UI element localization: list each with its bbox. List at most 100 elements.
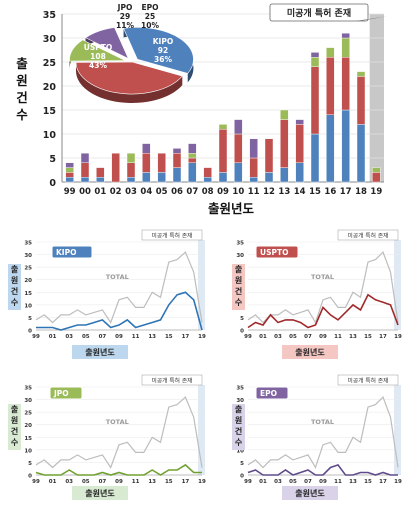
- annotation-text: 미공개 특허 존재: [151, 232, 192, 240]
- x-tick-label: 15: [309, 187, 321, 197]
- bar-uspto: [96, 167, 105, 178]
- bar-kipo: [218, 172, 228, 183]
- x-tick-label: 09: [115, 334, 123, 340]
- x-tick-label: 09: [115, 479, 123, 485]
- x-tick-label: 01: [49, 334, 57, 340]
- bar-uspto: [80, 162, 90, 178]
- annotation-box: [337, 374, 399, 386]
- y-tick-label: 30: [24, 398, 32, 404]
- x-tick-label: 01: [259, 479, 267, 485]
- y-axis-title-box: [8, 264, 21, 310]
- bar-uspto: [126, 162, 136, 178]
- x-tick-label: 11: [132, 479, 140, 485]
- pie-slice-uspto: [75, 61, 183, 95]
- y-tick-label: 10: [24, 448, 32, 454]
- x-tick-label: 17: [182, 479, 190, 485]
- x-axis-title: 출원년도: [295, 488, 325, 498]
- x-tick-label: 13: [278, 187, 290, 197]
- y-tick-label: 0: [240, 474, 244, 480]
- bar-uspto: [372, 172, 381, 183]
- bar-jpo: [326, 47, 335, 58]
- kipo-series-line: [36, 291, 203, 331]
- x-tick-label: 11: [334, 334, 342, 340]
- y-tick-label: 30: [24, 253, 32, 259]
- bar-uspto: [264, 138, 274, 173]
- x-tick-label: 19: [394, 334, 402, 340]
- x-tick-label: 06: [171, 187, 183, 197]
- x-tick-label: 03: [125, 187, 137, 197]
- unpublished-region: [369, 14, 384, 182]
- x-tick-label: 03: [65, 479, 73, 485]
- bar-uspto: [249, 157, 258, 178]
- x-tick-label: 09: [319, 479, 327, 485]
- x-tick-label: 19: [198, 334, 206, 340]
- x-tick-label: 19: [198, 479, 206, 485]
- bar-uspto: [341, 57, 350, 111]
- office-label: USPTO: [260, 248, 288, 257]
- office-label: KIPO: [56, 248, 76, 257]
- bar-uspto: [157, 152, 166, 173]
- x-tick-label: 02: [110, 187, 122, 197]
- x-tick-label: 03: [274, 334, 282, 340]
- bar-uspto: [65, 172, 74, 178]
- bar-uspto: [356, 76, 366, 125]
- x-tick-label: 99: [64, 187, 76, 197]
- x-tick-label: 11: [334, 479, 342, 485]
- x-tick-label: 13: [349, 334, 357, 340]
- bar-epo: [234, 119, 243, 135]
- x-tick-label: 10: [232, 187, 244, 197]
- y-tick-label: 10: [43, 130, 57, 141]
- x-tick-label: 17: [182, 334, 190, 340]
- office-label-box: [255, 386, 289, 400]
- x-tick-label: 16: [324, 187, 336, 197]
- office-label: EPO: [260, 389, 277, 398]
- y-tick-label: 0: [28, 474, 32, 480]
- y-tick-label: 15: [24, 436, 32, 442]
- annotation-box: [141, 229, 203, 241]
- x-tick-label: 05: [82, 479, 90, 485]
- bar-kipo: [172, 167, 182, 183]
- epo-series-line: [247, 463, 398, 476]
- office-label-box: [255, 245, 299, 259]
- y-tick-label: 35: [24, 386, 32, 392]
- bar-uspto: [280, 119, 289, 168]
- x-tick-label: 05: [289, 334, 297, 340]
- bar-kipo: [157, 172, 166, 183]
- total-series-label: TOTAL: [311, 273, 334, 281]
- bar-epo: [249, 138, 258, 159]
- bar-uspto: [142, 152, 151, 173]
- share-pie-chart: KIPO 92 36% USPTO 108 43%JPO 29 11% EPO 25 10%: [69, 3, 194, 104]
- x-tick-label: 15: [165, 479, 173, 485]
- x-tick-label: 19: [370, 187, 382, 197]
- y-tick-label: 20: [24, 278, 32, 284]
- y-axis-title-box: [232, 404, 245, 450]
- x-tick-label: 18: [355, 187, 367, 197]
- bar-jpo: [356, 71, 366, 77]
- pie-label-uspto: USPTO 108 43%: [84, 43, 112, 70]
- y-tick-label: 25: [43, 58, 56, 69]
- y-tick-label: 5: [28, 316, 32, 322]
- x-axis-title: 출원년도: [85, 347, 115, 357]
- y-tick-label: 0: [240, 329, 244, 335]
- bar-epo: [172, 148, 182, 154]
- x-tick-label: 11: [132, 334, 140, 340]
- bar-epo: [142, 143, 151, 154]
- annotation-box: [337, 229, 399, 241]
- x-tick-label: 15: [364, 334, 372, 340]
- pie-slice-epo: [84, 27, 129, 60]
- y-tick-label: 20: [24, 423, 32, 429]
- y-tick-label: 10: [24, 303, 32, 309]
- bar-jpo: [341, 37, 350, 58]
- bar-jpo: [372, 167, 381, 173]
- x-tick-label: 99: [32, 479, 40, 485]
- x-tick-label: 99: [32, 334, 40, 340]
- x-tick-label: 01: [94, 187, 106, 197]
- pie-label-jpo: JPO 29 11%: [116, 3, 134, 30]
- pie-label-epo: EPO 25 10%: [141, 3, 159, 30]
- y-tick-label: 25: [24, 266, 32, 272]
- annotation-text: 미공개 특허 존재: [347, 232, 388, 240]
- bar-uspto: [111, 152, 120, 183]
